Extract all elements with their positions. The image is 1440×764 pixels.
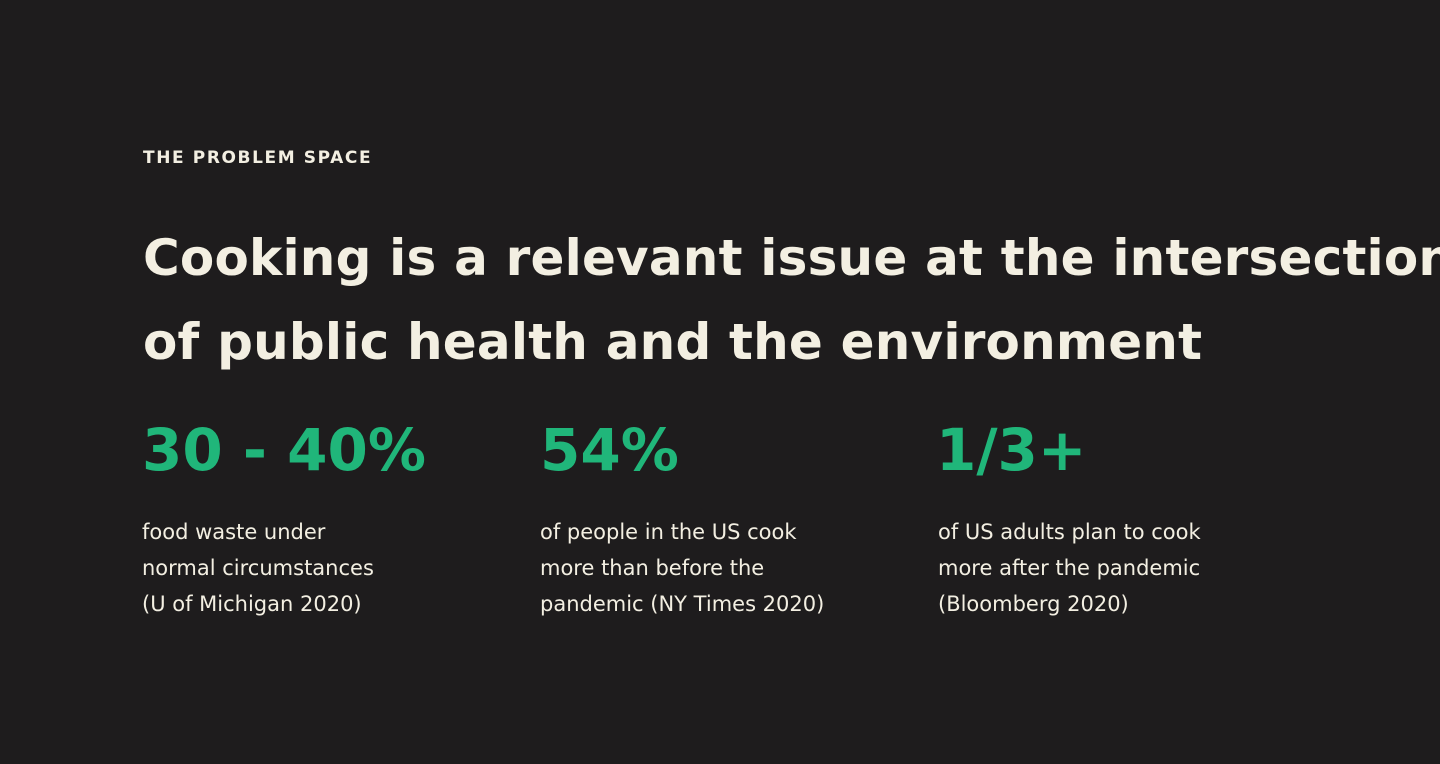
stat-value: 1/3+ [936,416,1087,484]
stat-cook-more: 54% of people in the US cook more than b… [540,414,900,622]
stat-food-waste: 30 - 40% food waste under normal circums… [142,414,502,622]
stat-description-line: (U of Michigan 2020) [142,592,362,616]
stat-value: 30 - 40% [142,416,426,484]
stat-plan-to-cook: 1/3+ of US adults plan to cook more afte… [936,414,1296,622]
headline-line-1: Cooking is a relevant issue at the inter… [143,229,1440,287]
stat-description-line: food waste under [142,520,326,544]
stat-description-line: normal circumstances [142,556,374,580]
stat-description: of people in the US cook more than befor… [540,514,900,622]
section-eyebrow: THE PROBLEM SPACE [143,148,373,168]
page-headline: Cooking is a relevant issue at the inter… [143,216,1440,384]
stat-description-line: (Bloomberg 2020) [938,592,1129,616]
stat-description-line: more than before the [540,556,765,580]
stat-description: of US adults plan to cook more after the… [938,514,1296,622]
stat-description-line: of people in the US cook [540,520,797,544]
stat-description-line: pandemic (NY Times 2020) [540,592,825,616]
stat-description-line: of US adults plan to cook [938,520,1201,544]
stat-description: food waste under normal circumstances (U… [142,514,502,622]
stat-value: 54% [540,416,679,484]
stat-description-line: more after the pandemic [938,556,1201,580]
headline-line-2: of public health and the environment [143,313,1203,371]
